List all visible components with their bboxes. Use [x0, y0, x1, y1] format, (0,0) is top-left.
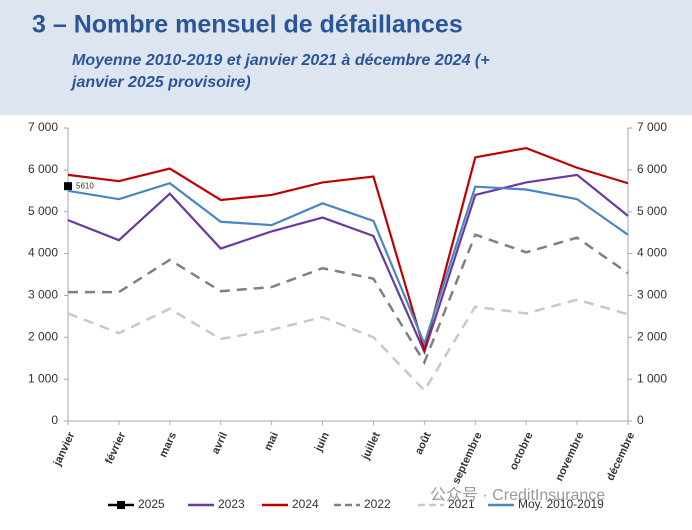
- legend-label: 2024: [292, 497, 319, 511]
- y2-tick-label: 6 000: [637, 162, 667, 176]
- x-tick-label: décembre: [605, 430, 638, 482]
- legend-label: 2023: [218, 497, 245, 511]
- chart-subtitle: Moyenne 2010-2019 et janvier 2021 à déce…: [72, 52, 490, 69]
- header-box: [0, 0, 692, 115]
- y-tick-label: 2 000: [28, 329, 58, 343]
- legend-label: Moy. 2010-2019: [518, 497, 604, 511]
- x-tick-label: octobre: [508, 430, 536, 472]
- x-tick-label: juillet: [359, 430, 383, 462]
- y2-tick-label: 1 000: [637, 371, 667, 385]
- y-tick-label: 5 000: [28, 204, 58, 218]
- chart-title: 3 – Nombre mensuel de défaillances: [32, 11, 463, 39]
- data-label: 5610: [76, 181, 94, 190]
- series-line: [67, 182, 629, 347]
- watermark: 公众号 · CreditInsurance: [430, 486, 605, 504]
- series-line: [68, 233, 629, 366]
- x-tick-label: août: [413, 430, 434, 456]
- y2-tick-label: 5 000: [637, 204, 667, 218]
- y-tick-label: 7 000: [28, 120, 58, 134]
- chart-subtitle: janvier 2025 provisoire): [70, 74, 251, 91]
- x-tick-label: février: [103, 430, 128, 466]
- y2-tick-label: 2 000: [637, 329, 667, 343]
- legend-label: 2022: [364, 497, 391, 511]
- x-tick-label: juin: [312, 430, 332, 454]
- y2-tick-label: 7 000: [637, 120, 667, 134]
- x-tick-label: septembre: [450, 430, 484, 485]
- x-tick-label: avril: [210, 430, 230, 456]
- legend-label: 2025: [138, 497, 165, 511]
- legend-marker: [117, 501, 125, 509]
- x-tick-label: mai: [262, 430, 281, 452]
- x-tick-label: novembre: [553, 430, 586, 483]
- y2-tick-label: 4 000: [637, 246, 667, 260]
- y-tick-label: 4 000: [28, 246, 58, 260]
- y-tick-label: 1 000: [28, 371, 58, 385]
- y-tick-label: 0: [51, 413, 58, 427]
- series-line: [67, 298, 629, 393]
- y2-tick-label: 0: [637, 413, 644, 427]
- x-tick-label: janvier: [51, 430, 78, 469]
- series-line: [67, 146, 629, 354]
- point-marker: [64, 182, 72, 191]
- x-tick-label: mars: [157, 430, 179, 459]
- y2-tick-label: 3 000: [637, 288, 667, 302]
- legend-label: 2021: [448, 497, 475, 511]
- y-tick-label: 6 000: [28, 162, 58, 176]
- series-line: [67, 173, 629, 356]
- y-tick-label: 3 000: [28, 288, 58, 302]
